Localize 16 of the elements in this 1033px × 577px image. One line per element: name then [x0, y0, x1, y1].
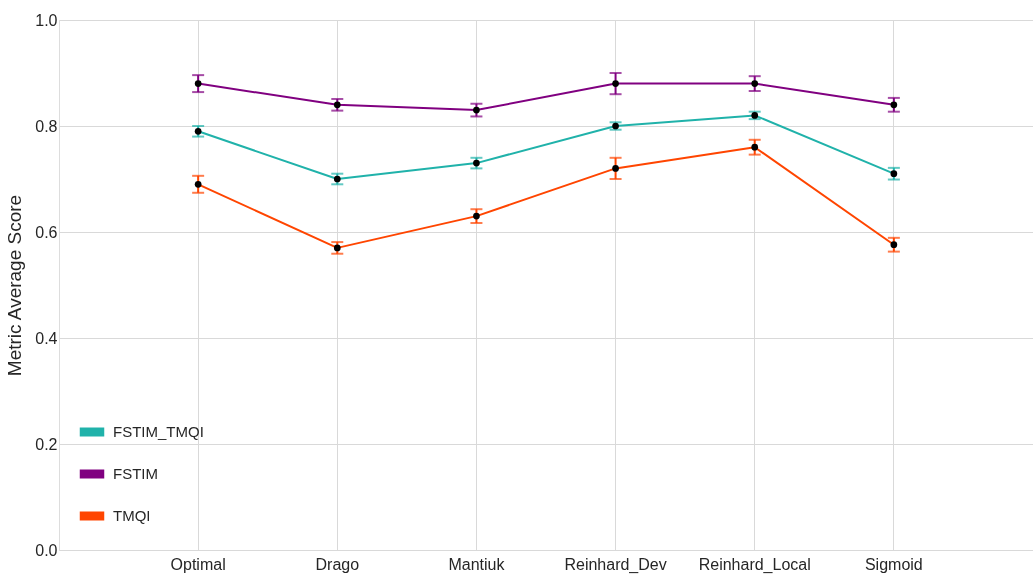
y-tick-label: 0.2: [35, 435, 58, 453]
legend-label: TMQI: [113, 507, 151, 524]
x-tick-label: Drago: [315, 555, 360, 573]
x-tick-label: Sigmoid: [864, 555, 923, 573]
legend-label: FSTIM: [113, 465, 158, 482]
x-tick-label: Reinhard_Dev: [564, 555, 667, 574]
y-tick-label: 1.0: [35, 11, 58, 29]
y-axis-title: Metric Average Score: [4, 194, 26, 377]
x-tick-label: Mantiuk: [448, 555, 506, 573]
y-tick-label: 0.6: [35, 223, 58, 241]
y-tick-label: 0.4: [35, 329, 58, 347]
y-tick-label: 0.0: [35, 541, 58, 559]
y-tick-label: 0.8: [35, 117, 58, 135]
x-tick-label: Reinhard_Local: [698, 555, 811, 574]
x-tick-label: Optimal: [170, 555, 226, 573]
legend-label: FSTIM_TMQI: [113, 423, 204, 440]
